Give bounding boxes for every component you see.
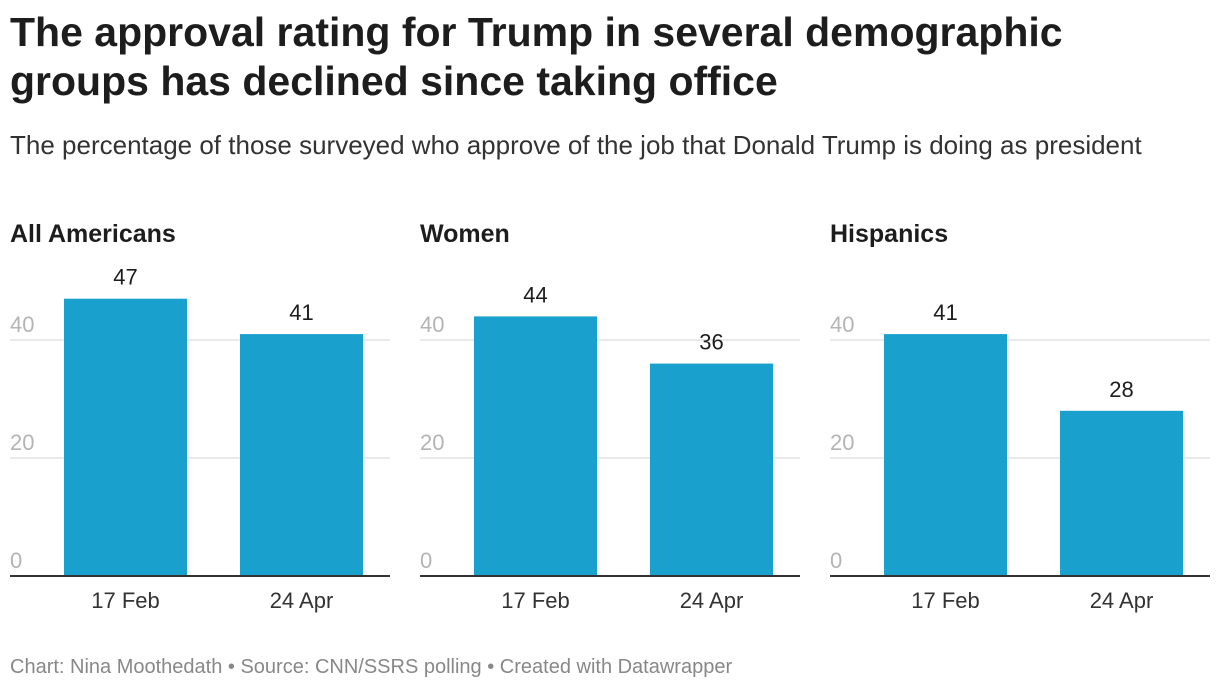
bar-value-label: 41 [289,300,313,325]
x-tick-label: 17 Feb [911,588,980,613]
bar-value-label: 41 [933,300,957,325]
y-tick-label: 40 [10,312,34,337]
bar-24-apr [650,363,773,576]
y-tick-label: 0 [420,548,432,573]
bar-17-feb [884,334,1007,576]
bar-17-feb [64,298,187,576]
y-tick-label: 0 [830,548,842,573]
y-tick-label: 20 [10,430,34,455]
y-tick-label: 40 [420,312,444,337]
bar-value-label: 36 [699,330,723,355]
y-tick-label: 20 [830,430,854,455]
chart-panel-hispanics: Hispanics 0 20 40 41 17 Feb 28 24 Apr [830,220,1210,613]
x-tick-label: 24 Apr [1090,588,1154,613]
chart-footer: Chart: Nina Moothedath • Source: CNN/SSR… [10,656,733,678]
bar-17-feb [474,316,597,576]
chart-panel-women: Women 0 20 40 44 17 Feb 36 24 Apr [420,220,800,613]
panel-title: All Americans [10,220,176,248]
y-tick-label: 20 [420,430,444,455]
bar-24-apr [1060,410,1183,576]
panel-title: Hispanics [830,220,948,248]
y-tick-label: 40 [830,312,854,337]
bar-value-label: 44 [523,282,547,307]
bar-24-apr [240,334,363,576]
panel-title: Women [420,220,510,248]
chart-title: The approval rating for Trump in several… [10,9,1063,104]
chart-subtitle: The percentage of those surveyed who app… [10,130,1142,160]
bar-value-label: 47 [113,265,137,290]
bar-value-label: 28 [1109,377,1133,402]
x-tick-label: 24 Apr [270,588,334,613]
x-tick-label: 17 Feb [91,588,160,613]
chart-panel-all-americans: All Americans 0 20 40 47 17 Feb 41 24 Apr [10,220,390,613]
y-tick-label: 0 [10,548,22,573]
x-tick-label: 17 Feb [501,588,570,613]
x-tick-label: 24 Apr [680,588,744,613]
